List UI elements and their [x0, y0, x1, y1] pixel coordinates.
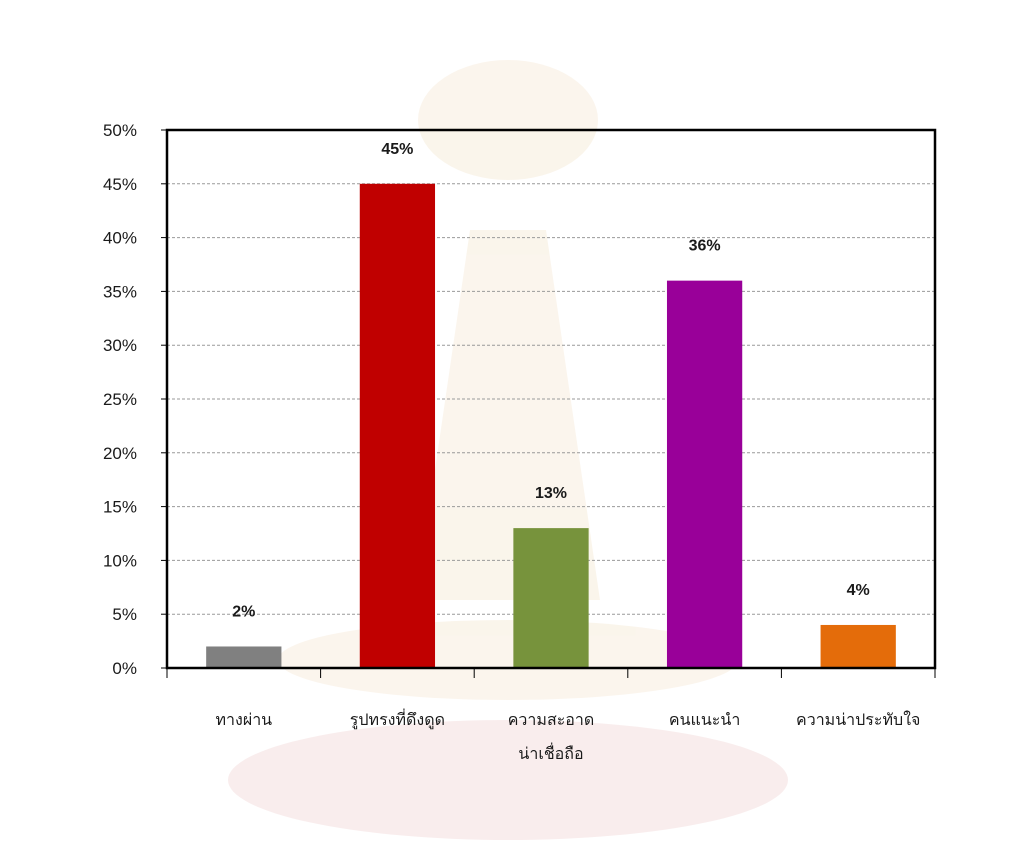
y-tick-label: 50% — [103, 121, 137, 140]
y-tick-label: 45% — [103, 175, 137, 194]
x-category-label: ความน่าประทับใจ — [796, 710, 920, 729]
data-label: 2% — [232, 603, 255, 620]
x-category-label: ความสะอาด — [508, 710, 595, 729]
y-tick-label: 10% — [103, 551, 137, 570]
x-category-label: คนแนะนำ — [669, 710, 740, 729]
data-label: 45% — [381, 141, 413, 158]
y-tick-label: 40% — [103, 229, 137, 248]
bar — [206, 646, 282, 668]
data-labels: 2% 45% 13% 36% 4% — [232, 141, 870, 621]
data-label: 13% — [535, 485, 567, 502]
x-axis: ทางผ่าน รูปทรงที่ดึงดูด ความสะอาดน่าเชื่อถ… — [166, 668, 936, 763]
y-tick-label: 25% — [103, 390, 137, 409]
y-tick-label: 20% — [103, 444, 137, 463]
x-category-label: น่าเชื่อถือ — [518, 742, 583, 763]
data-label: 4% — [847, 582, 870, 599]
x-category-label: รูปทรงที่ดึงดูด — [350, 708, 445, 730]
bars — [206, 183, 896, 669]
y-axis: 0% 5% 10% 15% 20% 25% 30% 35% 40% 45% 50% — [103, 121, 167, 678]
data-label: 36% — [689, 238, 721, 255]
bar — [666, 280, 743, 668]
x-category-label: ทางผ่าน — [215, 710, 272, 729]
y-tick-label: 35% — [103, 282, 137, 301]
gridlines — [167, 183, 935, 615]
y-tick-label: 0% — [112, 659, 137, 678]
bar — [359, 183, 436, 669]
bar — [820, 624, 896, 668]
y-tick-label: 5% — [112, 605, 137, 624]
bar — [513, 528, 589, 668]
y-tick-label: 15% — [103, 498, 137, 517]
y-tick-label: 30% — [103, 336, 137, 355]
